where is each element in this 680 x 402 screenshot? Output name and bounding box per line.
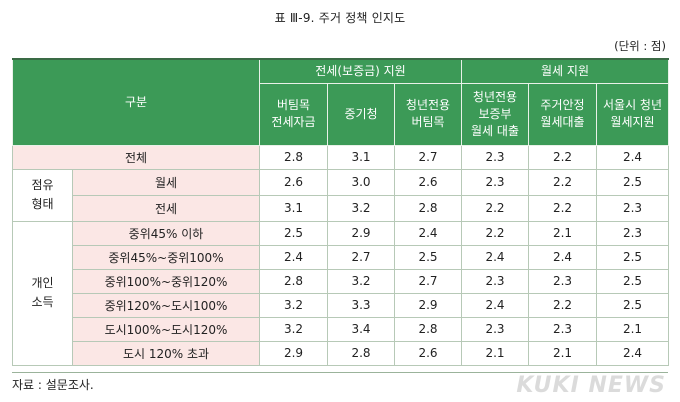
cell-value: 2.1 — [528, 340, 598, 366]
cell-value: 2.6 — [259, 168, 328, 196]
header-column: 서울시 청년 월세지원 — [596, 82, 670, 146]
cell-value: 2.8 — [393, 194, 463, 222]
header-column: 청년전용 버팀목 — [393, 82, 463, 146]
cell-value: 2.6 — [393, 340, 463, 366]
row-label: 중위120%~도시100% — [72, 292, 260, 318]
cell-value: 2.3 — [528, 316, 598, 342]
cell-value: 3.1 — [327, 144, 395, 170]
table-row: 중위120%~도시100% 3.2 3.3 2.9 2.4 2.2 2.5 — [13, 292, 670, 318]
table-row: 도시 120% 초과 2.9 2.8 2.6 2.1 2.1 2.4 — [13, 340, 670, 366]
cell-value: 2.8 — [259, 144, 328, 170]
cell-value: 3.0 — [327, 168, 395, 196]
cell-value: 2.2 — [461, 194, 530, 222]
cell-value: 2.3 — [528, 268, 598, 294]
cell-value: 2.5 — [393, 244, 463, 270]
source-note: 자료 : 설문조사. — [12, 372, 668, 393]
cell-value: 2.5 — [596, 292, 670, 318]
row-group-income: 개인 소득 — [12, 220, 73, 366]
cell-value: 2.4 — [528, 244, 598, 270]
cell-value: 2.7 — [327, 244, 395, 270]
cell-value: 2.2 — [461, 220, 530, 246]
table-row: 점유 형태 월세 2.6 3.0 2.6 2.3 2.2 2.5 — [12, 168, 670, 222]
row-label: 월세 — [72, 168, 260, 196]
row-label: 중위45% 이하 — [72, 220, 260, 246]
table-row: 도시100%~도시120% 3.2 3.4 2.8 2.3 2.3 2.1 — [13, 316, 670, 342]
table-row: 전체 2.8 3.1 2.7 2.3 2.2 2.4 — [12, 144, 670, 170]
cell-value: 2.5 — [596, 168, 670, 196]
cell-value: 2.3 — [461, 168, 530, 196]
table-row: 개인 소득 중위45% 이하 2.5 2.9 2.4 2.2 2.1 2.3 — [12, 220, 670, 366]
cell-value: 3.1 — [259, 194, 328, 222]
cell-value: 2.1 — [596, 316, 670, 342]
cell-value: 2.2 — [528, 144, 598, 170]
row-label-total: 전체 — [12, 144, 260, 170]
cell-value: 2.3 — [596, 220, 670, 246]
cell-value: 2.9 — [259, 340, 328, 366]
unit-label: (단위 : 점) — [614, 39, 666, 53]
cell-value: 3.3 — [327, 292, 395, 318]
row-label: 중위45%~중위100% — [72, 244, 260, 270]
cell-value: 2.4 — [461, 292, 530, 318]
cell-value: 2.8 — [327, 340, 395, 366]
cell-value: 2.8 — [259, 268, 328, 294]
row-label: 전세 — [72, 194, 260, 222]
cell-value: 2.2 — [528, 168, 598, 196]
cell-value: 2.2 — [528, 292, 598, 318]
cell-value: 2.7 — [393, 268, 463, 294]
cell-value: 2.5 — [259, 220, 328, 246]
cell-value: 2.3 — [461, 144, 530, 170]
cell-value: 3.2 — [259, 292, 328, 318]
row-label: 중위100%~중위120% — [72, 268, 260, 294]
header-column: 주거안정 월세대출 — [528, 82, 598, 146]
row-label: 도시100%~도시120% — [72, 316, 260, 342]
cell-value: 2.1 — [461, 340, 530, 366]
cell-value: 2.4 — [393, 220, 463, 246]
cell-value: 2.7 — [393, 144, 463, 170]
cell-value: 3.2 — [259, 316, 328, 342]
table-row: 중위45%~중위100% 2.4 2.7 2.5 2.4 2.4 2.5 — [13, 244, 670, 270]
header-group-wolse: 월세 지원 — [461, 58, 670, 84]
header-column: 중기청 — [327, 82, 395, 146]
cell-value: 2.5 — [596, 268, 670, 294]
cell-value: 2.3 — [461, 268, 530, 294]
cell-value: 2.3 — [461, 316, 530, 342]
header-column: 버팀목 전세자금 — [259, 82, 328, 146]
cell-value: 2.8 — [393, 316, 463, 342]
watermark-logo: KUKI NEWS — [516, 373, 666, 398]
cell-value: 2.4 — [259, 244, 328, 270]
table-title: 표 Ⅲ-9. 주거 정책 인지도 — [274, 11, 406, 25]
cell-value: 3.2 — [327, 268, 395, 294]
cell-value: 2.1 — [528, 220, 598, 246]
table-row: 중위100%~중위120% 2.8 3.2 2.7 2.3 2.3 2.5 — [13, 268, 670, 294]
cell-value: 2.9 — [393, 292, 463, 318]
row-label: 도시 120% 초과 — [72, 340, 260, 366]
cell-value: 3.4 — [327, 316, 395, 342]
cell-value: 2.3 — [596, 194, 670, 222]
table-row: 전세 3.1 3.2 2.8 2.2 2.2 2.3 — [13, 194, 670, 222]
row-group-tenure: 점유 형태 — [12, 168, 73, 222]
header-column: 청년전용 보증부 월세 대출 — [461, 82, 530, 146]
header-group-jeonse: 전세(보증금) 지원 — [258, 58, 463, 84]
policy-awareness-table: 구분 전세(보증금) 지원 월세 지원 버팀목 전세자금 중기청 청년전용 버팀… — [12, 58, 670, 366]
cell-value: 2.5 — [596, 244, 670, 270]
cell-value: 2.4 — [596, 340, 670, 366]
cell-value: 2.9 — [327, 220, 395, 246]
cell-value: 3.2 — [327, 194, 395, 222]
cell-value: 2.4 — [461, 244, 530, 270]
cell-value: 2.4 — [596, 144, 670, 170]
cell-value: 2.6 — [393, 168, 463, 196]
cell-value: 2.2 — [528, 194, 598, 222]
header-category: 구분 — [12, 58, 260, 146]
